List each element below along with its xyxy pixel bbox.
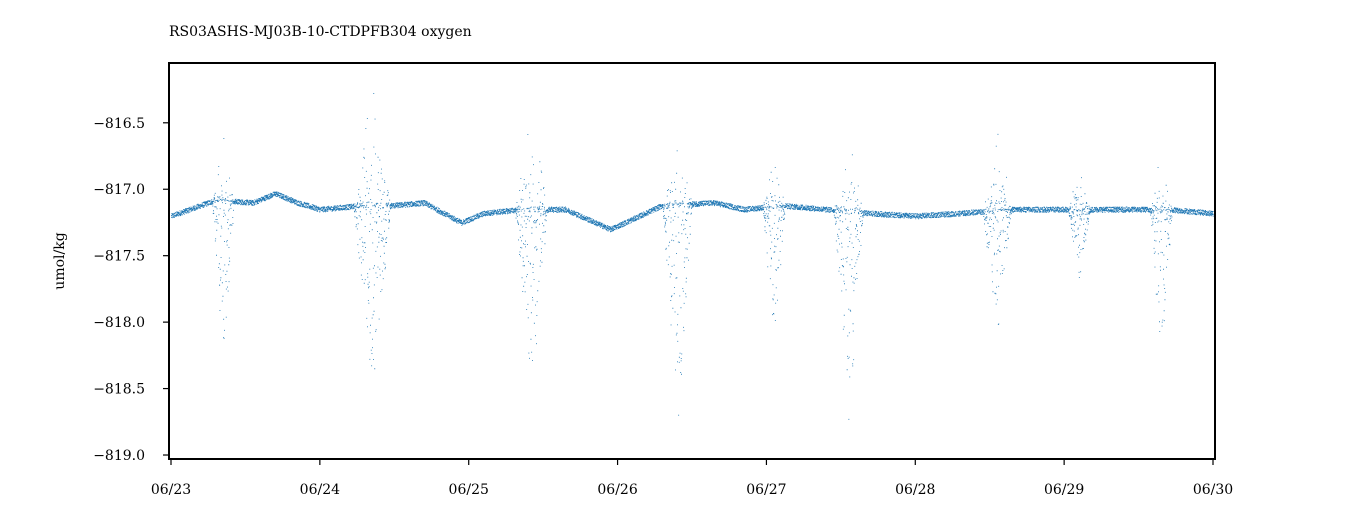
y-axis-label: umol/kg: [52, 232, 68, 289]
y-tick-label: −818.0: [93, 315, 145, 331]
x-axis: 06/23 06/24 06/25 06/26 06/27 06/28 06/29 06/30: [151, 459, 1233, 498]
x-tick-label: 06/28: [895, 482, 935, 498]
x-tick-label: 06/26: [597, 482, 637, 498]
chart-title: RS03ASHS-MJ03B-10-CTDPFB304 oxygen: [169, 24, 472, 40]
x-tick-label: 06/27: [746, 482, 786, 498]
plot-frame: [168, 62, 1216, 460]
oxygen-series-points: [171, 93, 1214, 420]
y-tick-label: −817.0: [93, 182, 145, 198]
y-tick-label: −819.0: [93, 448, 145, 464]
y-tick-label: −817.5: [93, 249, 145, 265]
x-tick-label: 06/24: [300, 482, 340, 498]
y-tick-label: −818.5: [93, 382, 145, 398]
x-tick-label: 06/23: [151, 482, 191, 498]
y-axis: −816.5 −817.0 −817.5 −818.0 −818.5 −819.0: [93, 116, 169, 464]
data-points: [171, 93, 1214, 420]
x-tick-label: 06/29: [1044, 482, 1084, 498]
x-tick-label: 06/30: [1193, 482, 1233, 498]
y-tick-label: −816.5: [93, 116, 145, 132]
x-tick-label: 06/25: [449, 482, 489, 498]
